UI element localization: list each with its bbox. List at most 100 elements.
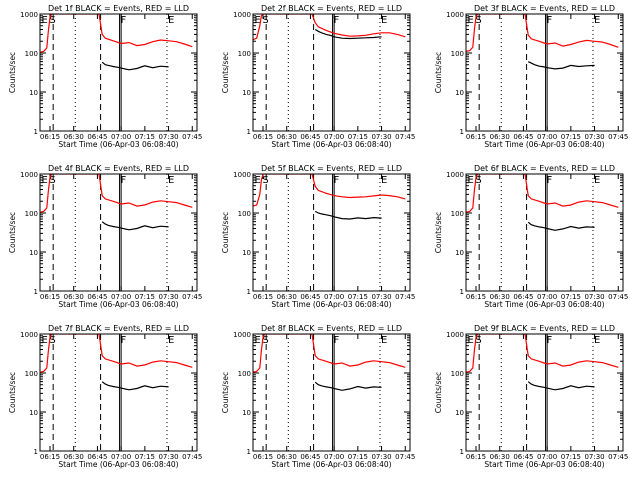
lld-series-line	[40, 14, 193, 53]
marker-letter: E	[42, 175, 48, 186]
x-tick-label: 07:00	[324, 293, 344, 301]
marker-letter: S	[475, 335, 481, 346]
x-tick-label: 07:45	[608, 293, 628, 301]
marker-letter: E	[381, 335, 387, 346]
events-series-line	[527, 61, 595, 70]
x-tick-label: 07:30	[371, 293, 391, 301]
x-axis-label: Start Time (06-Apr-03 06:08:40)	[271, 140, 391, 149]
panel-data	[40, 14, 193, 71]
panel-2: Det 2f BLACK = Events, RED = LLD 1 10 100 10…	[221, 4, 415, 149]
panel-data	[253, 14, 406, 41]
x-tick-label: 06:45	[513, 453, 533, 461]
y-tick-label: 1000	[446, 171, 464, 179]
marker-letter: E	[168, 335, 174, 346]
x-tick-label: 06:15	[466, 293, 486, 301]
y-tick-label: 10	[29, 249, 38, 257]
marker-letter: E	[468, 175, 474, 186]
panel-data	[466, 334, 619, 391]
marker-letter: F	[121, 175, 127, 186]
x-tick-label: 07:30	[158, 133, 178, 141]
x-tick-label: 07:30	[158, 453, 178, 461]
x-tick-label: 06:15	[253, 133, 273, 141]
y-tick-label: 1000	[446, 11, 464, 19]
marker-letter: E	[594, 15, 600, 26]
y-tick-label: 100	[238, 50, 251, 58]
y-axis-label: Counts/sec	[434, 52, 443, 93]
plot-frame	[465, 333, 624, 452]
marker-letter: F	[547, 335, 553, 346]
x-tick-label: 07:00	[537, 453, 557, 461]
y-tick-label: 1	[34, 128, 38, 136]
marker-letter: E	[381, 15, 387, 26]
marker-letter: S	[262, 335, 268, 346]
marker-letter: E	[468, 335, 474, 346]
x-tick-label: 06:30	[490, 453, 510, 461]
x-axis-label: Start Time (06-Apr-03 06:08:40)	[271, 300, 391, 309]
y-tick-label: 1	[34, 288, 38, 296]
panel-5: Det 5f BLACK = Events, RED = LLD 1 10 100 10…	[221, 164, 415, 309]
y-tick-label: 100	[25, 370, 38, 378]
x-tick-label: 06:45	[513, 293, 533, 301]
y-tick-label: 10	[455, 249, 464, 257]
x-tick-label: 07:45	[395, 453, 415, 461]
y-tick-label: 1000	[20, 171, 38, 179]
x-tick-label: 07:45	[395, 133, 415, 141]
marker-letter: E	[255, 335, 261, 346]
lld-series-line	[253, 174, 406, 207]
marker-letter: E	[42, 335, 48, 346]
events-series-line	[101, 61, 169, 71]
x-tick-label: 06:15	[466, 453, 486, 461]
y-axis-label: Counts/sec	[8, 372, 17, 413]
marker-letter: E	[255, 15, 261, 26]
x-tick-label: 06:30	[277, 133, 297, 141]
x-tick-label: 06:15	[253, 453, 273, 461]
panel-data	[466, 174, 619, 231]
lld-series-line	[40, 334, 193, 373]
marker-letter: E	[168, 15, 174, 26]
y-tick-label: 100	[25, 210, 38, 218]
x-tick-label: 07:15	[348, 293, 368, 301]
y-tick-label: 10	[455, 409, 464, 417]
marker-letter: S	[475, 15, 481, 26]
x-tick-label: 07:00	[111, 293, 131, 301]
marker-letter: E	[42, 15, 48, 26]
x-tick-label: 07:30	[371, 453, 391, 461]
y-tick-label: 1	[460, 288, 464, 296]
lld-series-line	[40, 174, 193, 213]
y-tick-label: 100	[451, 370, 464, 378]
panel-title: Det 1f BLACK = Events, RED = LLD	[48, 4, 189, 13]
y-tick-label: 1	[247, 448, 251, 456]
x-tick-label: 06:45	[87, 453, 107, 461]
marker-letter: S	[262, 15, 268, 26]
x-tick-label: 07:00	[324, 133, 344, 141]
x-tick-label: 06:30	[277, 293, 297, 301]
plot-frame	[252, 173, 411, 292]
y-tick-label: 10	[455, 89, 464, 97]
x-tick-label: 06:45	[87, 293, 107, 301]
y-axis-label: Counts/sec	[434, 212, 443, 253]
y-tick-label: 1	[247, 128, 251, 136]
x-tick-label: 07:15	[135, 453, 155, 461]
y-tick-label: 1000	[20, 11, 38, 19]
y-axis-label: Counts/sec	[8, 52, 17, 93]
lld-series-line	[253, 14, 406, 41]
marker-letter: F	[547, 15, 553, 26]
events-series-line	[314, 381, 382, 391]
y-tick-label: 100	[238, 210, 251, 218]
x-tick-label: 06:15	[466, 133, 486, 141]
marker-letter: F	[547, 175, 553, 186]
marker-letter: E	[594, 175, 600, 186]
marker-letter: S	[49, 335, 55, 346]
y-tick-label: 100	[238, 370, 251, 378]
x-axis-label: Start Time (06-Apr-03 06:08:40)	[484, 300, 604, 309]
marker-letter: E	[381, 175, 387, 186]
x-tick-label: 06:15	[40, 133, 60, 141]
lld-series-line	[253, 334, 406, 373]
y-tick-label: 10	[242, 89, 251, 97]
marker-letter: F	[334, 15, 340, 26]
x-axis-label: Start Time (06-Apr-03 06:08:40)	[58, 460, 178, 469]
plot-frame	[39, 333, 198, 452]
x-axis-label: Start Time (06-Apr-03 06:08:40)	[58, 140, 178, 149]
y-tick-label: 100	[451, 210, 464, 218]
